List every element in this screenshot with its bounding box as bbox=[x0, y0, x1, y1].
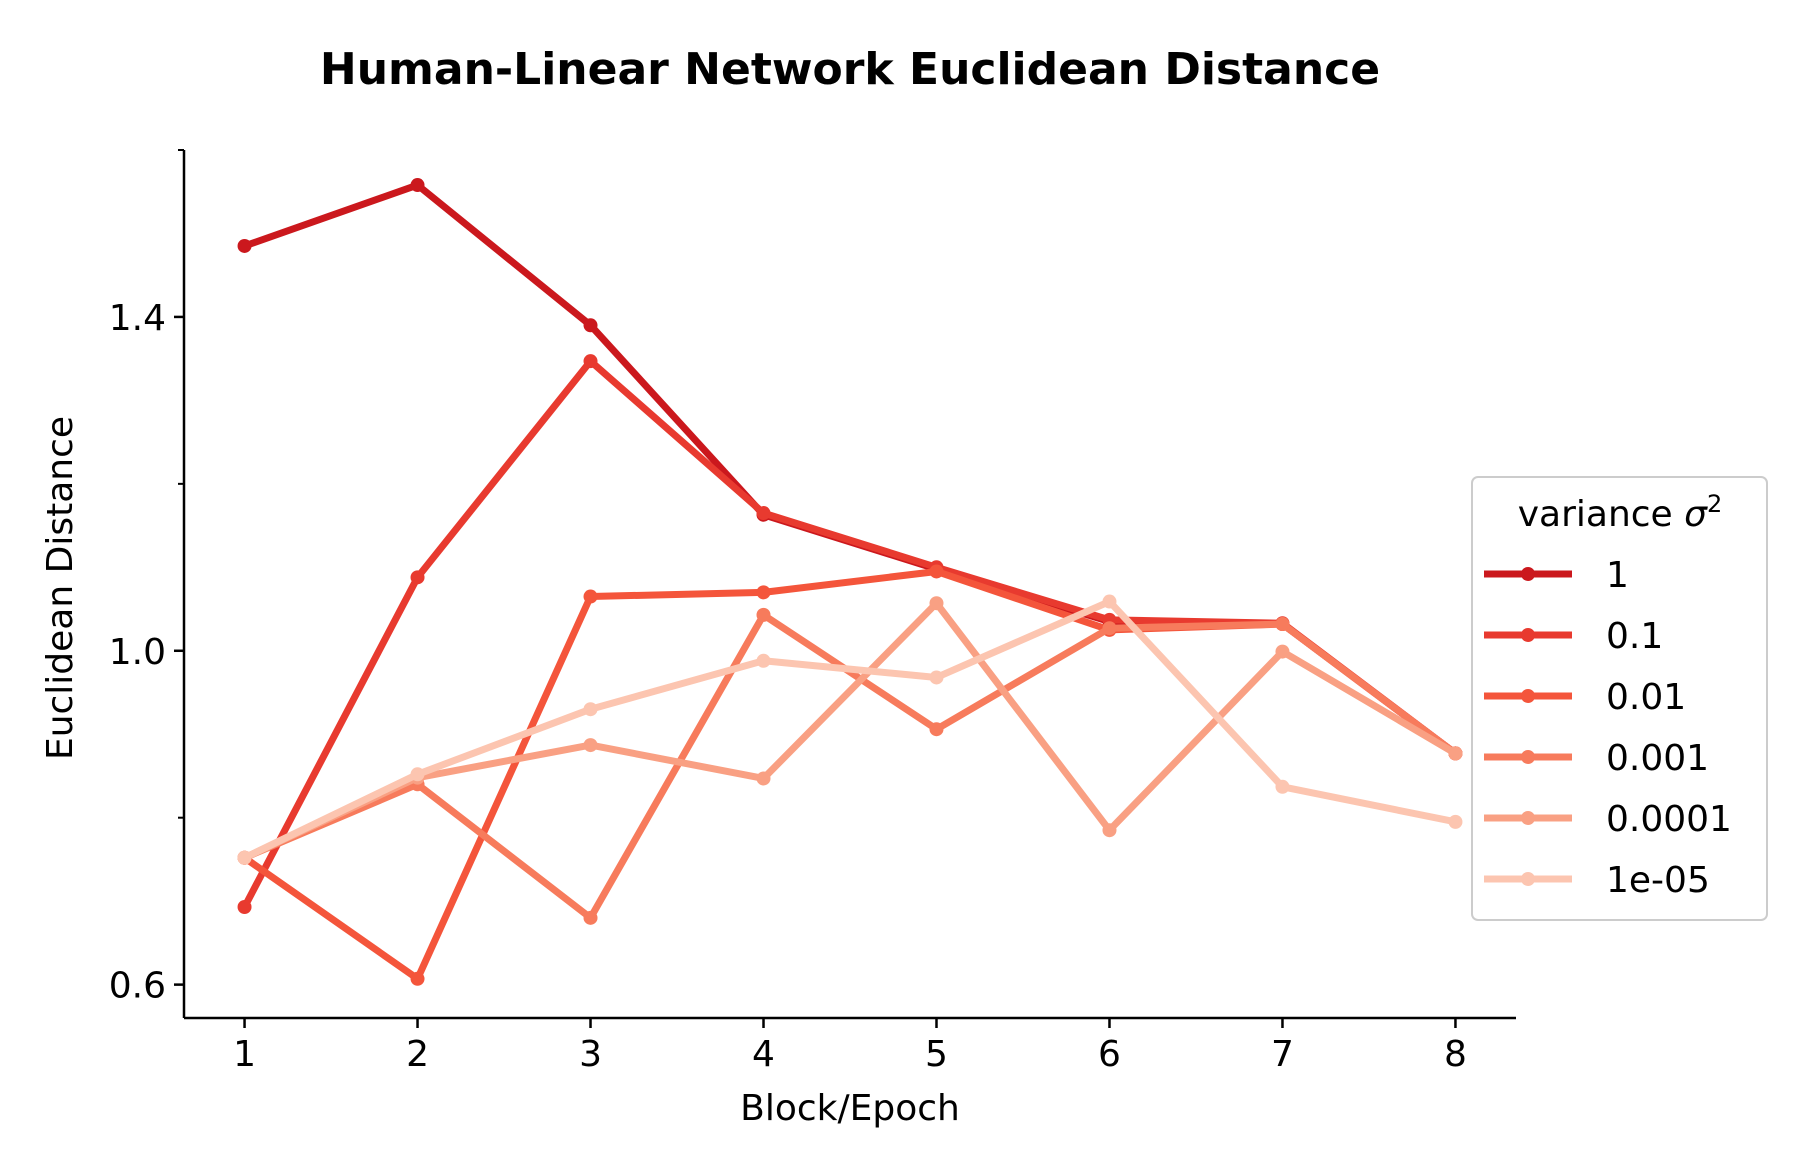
legend-title-symbol: σ bbox=[1684, 494, 1708, 535]
legend-entry: 1 bbox=[1484, 555, 1629, 596]
legend-entry: 0.0001 bbox=[1484, 799, 1732, 840]
legend-label: 0.01 bbox=[1606, 677, 1686, 718]
legend-title-exponent: 2 bbox=[1707, 490, 1722, 518]
legend-title-prefix: variance bbox=[1518, 494, 1684, 535]
x-tick-label: 1 bbox=[233, 1034, 256, 1075]
legend-entry: 0.01 bbox=[1484, 677, 1686, 718]
data-point bbox=[1102, 621, 1117, 636]
data-point bbox=[583, 910, 598, 925]
data-point bbox=[583, 702, 598, 717]
data-point bbox=[1448, 814, 1463, 829]
y-tick-label: 0.6 bbox=[109, 966, 166, 1007]
y-tick-label: 1.0 bbox=[109, 632, 166, 673]
x-tick-label: 3 bbox=[579, 1034, 602, 1075]
legend-swatch-marker bbox=[1521, 689, 1535, 703]
data-point bbox=[237, 899, 252, 914]
x-tick-label: 2 bbox=[406, 1034, 429, 1075]
data-point bbox=[583, 318, 598, 333]
series-1e-05 bbox=[237, 594, 1463, 865]
chart-title: Human-Linear Network Euclidean Distance bbox=[320, 44, 1380, 95]
data-point bbox=[583, 354, 598, 369]
x-axis-label: Block/Epoch bbox=[740, 1088, 960, 1129]
x-tick-label: 8 bbox=[1444, 1034, 1467, 1075]
x-tick-label: 7 bbox=[1271, 1034, 1294, 1075]
data-point bbox=[583, 738, 598, 753]
data-point bbox=[1275, 644, 1290, 659]
data-point bbox=[756, 607, 771, 622]
y-axis-label: Euclidean Distance bbox=[40, 416, 81, 760]
data-point bbox=[410, 767, 425, 782]
y-tick-label: 1.4 bbox=[109, 298, 166, 339]
data-point bbox=[1275, 779, 1290, 794]
legend-swatch-marker bbox=[1521, 567, 1535, 581]
y-ticks: 0.6 1.0 1.4 bbox=[109, 149, 184, 1007]
series-line bbox=[241, 599, 1459, 862]
plot-area: 1 2 3 4 5 6 7 8 0.6 1.0 1.4 bbox=[109, 149, 1516, 1075]
legend-label: 0.001 bbox=[1606, 738, 1709, 779]
x-ticks: 1 2 3 4 5 6 7 8 bbox=[233, 1018, 1467, 1075]
legend-swatch-marker bbox=[1521, 811, 1535, 825]
data-point bbox=[756, 653, 771, 668]
legend-swatch-marker bbox=[1521, 628, 1535, 642]
data-point bbox=[1275, 617, 1290, 632]
data-point bbox=[756, 506, 771, 521]
legend-entry: 0.001 bbox=[1484, 738, 1709, 779]
data-point bbox=[410, 570, 425, 585]
series-line bbox=[241, 598, 1459, 862]
data-point bbox=[1102, 823, 1117, 838]
data-point bbox=[410, 178, 425, 193]
legend-box bbox=[1471, 476, 1768, 921]
data-point bbox=[410, 971, 425, 986]
data-point bbox=[929, 670, 944, 685]
legend-title: variance σ2 bbox=[1518, 490, 1723, 535]
data-point bbox=[929, 564, 944, 579]
legend-entries: 1 0.1 0.01 0.001 0.0001 1e-05 bbox=[1484, 555, 1732, 901]
data-point bbox=[583, 589, 598, 604]
data-point bbox=[1102, 594, 1117, 609]
legend-swatch-marker bbox=[1521, 872, 1535, 886]
legend-label: 1 bbox=[1606, 555, 1629, 596]
series-0.1 bbox=[237, 354, 1463, 914]
x-tick-label: 5 bbox=[925, 1034, 948, 1075]
legend-label: 0.0001 bbox=[1606, 799, 1732, 840]
series-line bbox=[241, 357, 1459, 911]
x-tick-label: 4 bbox=[752, 1034, 775, 1075]
data-point bbox=[929, 722, 944, 737]
legend: variance σ2 1 0.1 0.01 0.001 0.0001 1e-05 bbox=[1471, 476, 1768, 921]
legend-entry: 0.1 bbox=[1484, 616, 1663, 657]
data-point bbox=[929, 596, 944, 611]
data-point bbox=[237, 238, 252, 253]
legend-swatch-marker bbox=[1521, 750, 1535, 764]
data-point bbox=[756, 771, 771, 786]
legend-label: 1e-05 bbox=[1606, 860, 1710, 901]
series-layer bbox=[237, 178, 1463, 986]
data-point bbox=[237, 850, 252, 865]
x-tick-label: 6 bbox=[1098, 1034, 1121, 1075]
data-point bbox=[756, 585, 771, 600]
series-0.0001 bbox=[237, 596, 1463, 865]
data-point bbox=[1448, 746, 1463, 761]
legend-entry: 1e-05 bbox=[1484, 860, 1710, 901]
legend-label: 0.1 bbox=[1606, 616, 1663, 657]
